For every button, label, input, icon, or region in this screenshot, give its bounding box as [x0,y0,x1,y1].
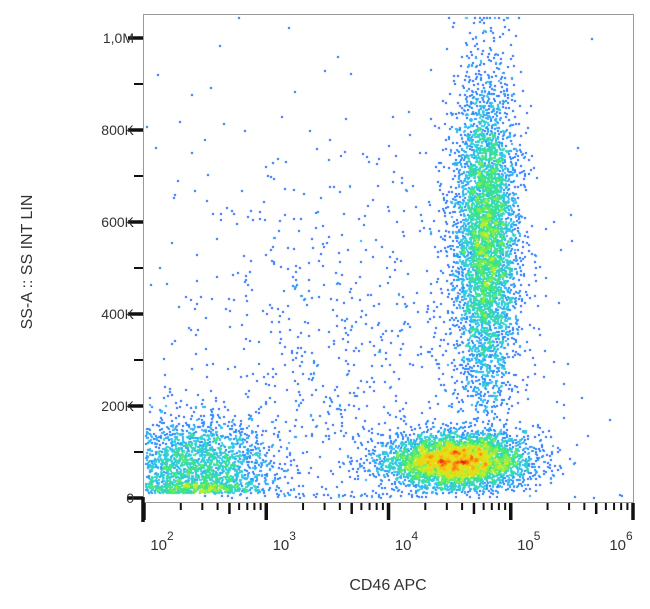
y-tick-label: 1,0M [102,30,134,46]
y-tick-label: 200K [101,398,134,414]
y-tick-label: 600K [101,214,134,230]
x-tick-label: 105 [517,529,541,554]
x-tick-label: 103 [272,529,296,554]
x-tick-label: 104 [394,529,419,554]
x-tick-label: 106 [609,529,633,554]
y-axis-label: SS-A :: SS INT LIN [19,194,36,330]
x-tick-label: 102 [150,529,174,554]
y-tick-label: 400K [101,306,134,322]
y-tick-label: 0 [126,490,134,506]
x-axis-label: CD46 APC [349,577,427,594]
plot-area [143,14,634,503]
y-tick-label: 800K [101,122,134,138]
scatter-density-plot [144,15,633,502]
